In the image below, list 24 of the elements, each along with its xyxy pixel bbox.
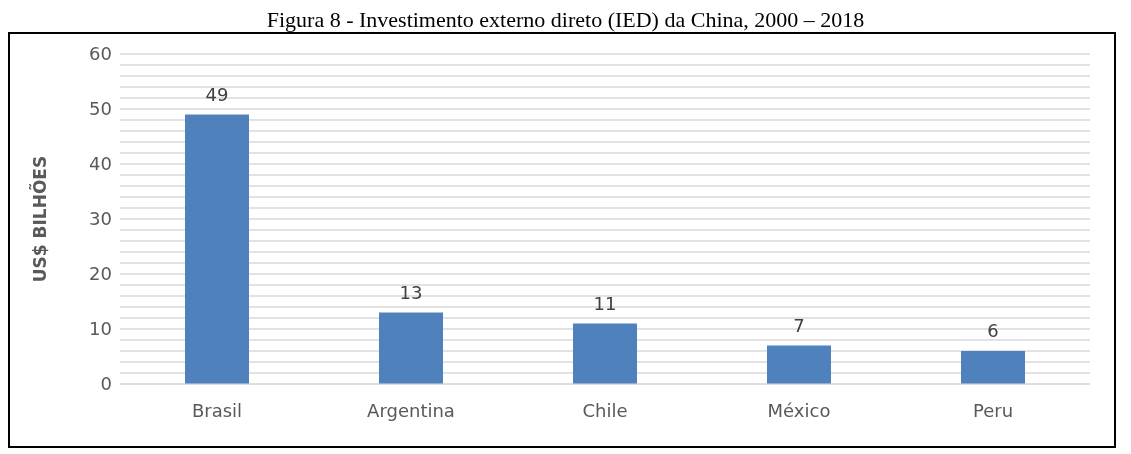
bar: [767, 345, 831, 384]
y-tick-label: 20: [89, 263, 112, 285]
x-tick-label: Argentina: [367, 399, 455, 421]
x-tick-label: Chile: [582, 399, 628, 421]
y-tick-label: 60: [89, 43, 112, 65]
y-tick-label: 40: [89, 153, 112, 175]
data-label: 13: [399, 281, 423, 303]
data-label: 7: [793, 314, 805, 336]
bar: [379, 312, 443, 384]
y-axis-title: US$ BILHÕES: [28, 155, 51, 283]
y-tick-label: 0: [100, 373, 112, 395]
data-label: 11: [593, 292, 617, 314]
x-tick-label: Brasil: [191, 399, 243, 421]
chart-title: Figura 8 - Investimento externo direto (IED) da China, 2000 – 2018: [265, 7, 866, 32]
bar: [573, 323, 637, 384]
data-label: 6: [987, 320, 999, 341]
y-tick-label: 30: [89, 208, 112, 230]
y-tick-label: 10: [89, 318, 112, 340]
y-tick-label: 50: [89, 98, 112, 120]
data-label: 49: [205, 83, 229, 105]
x-tick-label: Peru: [972, 399, 1014, 421]
x-tick-label: México: [767, 399, 831, 421]
bar: [961, 351, 1025, 384]
bar: [185, 114, 249, 384]
